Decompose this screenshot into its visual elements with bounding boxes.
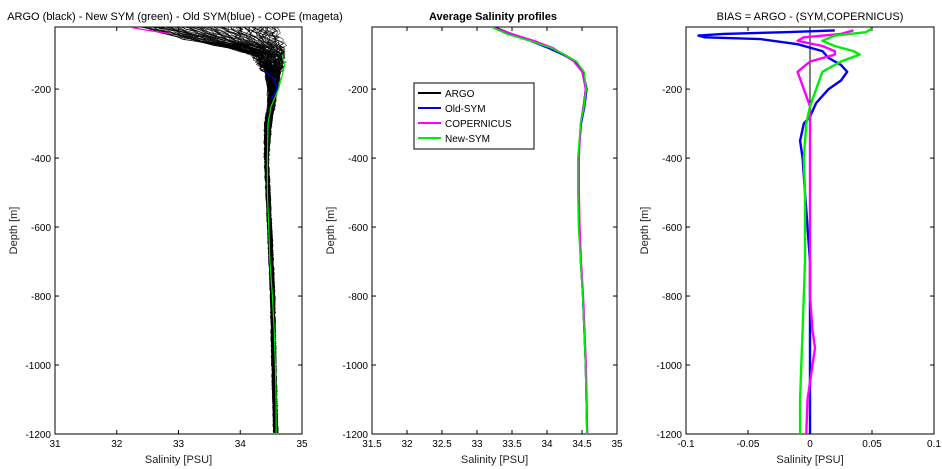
series-line-cope: [128, 27, 173, 35]
chart-title: Average Salinity profiles: [429, 11, 557, 23]
y-tick-label: -800: [662, 292, 682, 303]
x-tick-label: 34: [235, 439, 247, 450]
subplot-1: ARGO (black) - New SYM (green) - Old SYM…: [7, 11, 343, 466]
y-axis-label: Depth [m]: [639, 207, 651, 255]
series-line-old-sym: [264, 71, 278, 100]
y-tick-label: -200: [31, 85, 51, 96]
y-tick-label: -400: [662, 154, 682, 165]
series-line-copernicus: [796, 29, 854, 434]
y-tick-label: -1200: [25, 430, 51, 441]
y-tick-label: -600: [31, 223, 51, 234]
y-tick-label: -1000: [25, 361, 51, 372]
y-tick-label: -200: [662, 85, 682, 96]
x-axis-label: Salinity [PSU]: [776, 454, 843, 466]
x-tick-label: 31: [49, 439, 61, 450]
x-tick-label: 32.5: [432, 439, 452, 450]
legend-entry: New-SYM: [445, 134, 490, 145]
y-tick-label: -800: [348, 292, 368, 303]
series-line-new-sym: [490, 27, 588, 434]
chart-title: ARGO (black) - New SYM (green) - Old SYM…: [7, 11, 343, 23]
y-tick-label: -200: [348, 85, 368, 96]
y-tick-label: -1200: [656, 430, 682, 441]
legend: ARGO Old-SYM COPERNICUS New-SYM: [413, 82, 535, 150]
x-axis-label: Salinity [PSU]: [461, 454, 528, 466]
y-tick-label: -600: [662, 223, 682, 234]
subplot-3: BIAS = ARGO - (SYM,COPERNICUS) -0.1 -0.05 0…: [639, 11, 941, 466]
chart-title: BIAS = ARGO - (SYM,COPERNICUS): [717, 11, 904, 23]
y-axis-label: Depth [m]: [8, 207, 20, 255]
x-tick-label: 32: [111, 439, 123, 450]
x-tick-label: 35: [296, 439, 308, 450]
x-tick-label: 0.1: [927, 439, 941, 450]
x-tick-label: 33.5: [502, 439, 522, 450]
subplot-panels: ARGO (black) - New SYM (green) - Old SYM…: [7, 11, 941, 466]
y-tick-label: -600: [348, 223, 368, 234]
y-axis-label: Depth [m]: [325, 207, 337, 255]
x-tick-label: 31.5: [362, 439, 382, 450]
x-tick-label: 34.5: [572, 439, 592, 450]
plot-area: [490, 27, 589, 434]
x-tick-label: 35: [611, 439, 623, 450]
x-tick-label: 34: [541, 439, 553, 450]
x-tick-label: 0.05: [862, 439, 882, 450]
y-tick-label: -1000: [342, 361, 368, 372]
x-axis-label: Salinity [PSU]: [145, 454, 212, 466]
x-tick-label: -0.05: [737, 439, 760, 450]
x-tick-label: -0.1: [677, 439, 695, 450]
subplot-2: Average Salinity profiles 31.5 32 32.5 33 33.…: [325, 11, 623, 466]
x-tick-label: 33: [471, 439, 483, 450]
x-tick-label: 33: [173, 439, 185, 450]
legend-entry: ARGO: [445, 89, 475, 100]
y-tick-label: -1000: [656, 361, 682, 372]
legend-entry: Old-SYM: [445, 104, 486, 115]
x-tick-label: 0: [807, 439, 813, 450]
y-tick-label: -400: [31, 154, 51, 165]
y-tick-label: -400: [348, 154, 368, 165]
series-line-new-sym: [266, 54, 286, 434]
legend-entry: COPERNICUS: [445, 119, 512, 130]
series-line-new-sym: [798, 27, 873, 434]
y-tick-label: -800: [31, 292, 51, 303]
x-tick-label: 32: [401, 439, 413, 450]
plot-area: [697, 27, 873, 434]
plot-area: [128, 27, 287, 434]
y-tick-label: -1200: [342, 430, 368, 441]
